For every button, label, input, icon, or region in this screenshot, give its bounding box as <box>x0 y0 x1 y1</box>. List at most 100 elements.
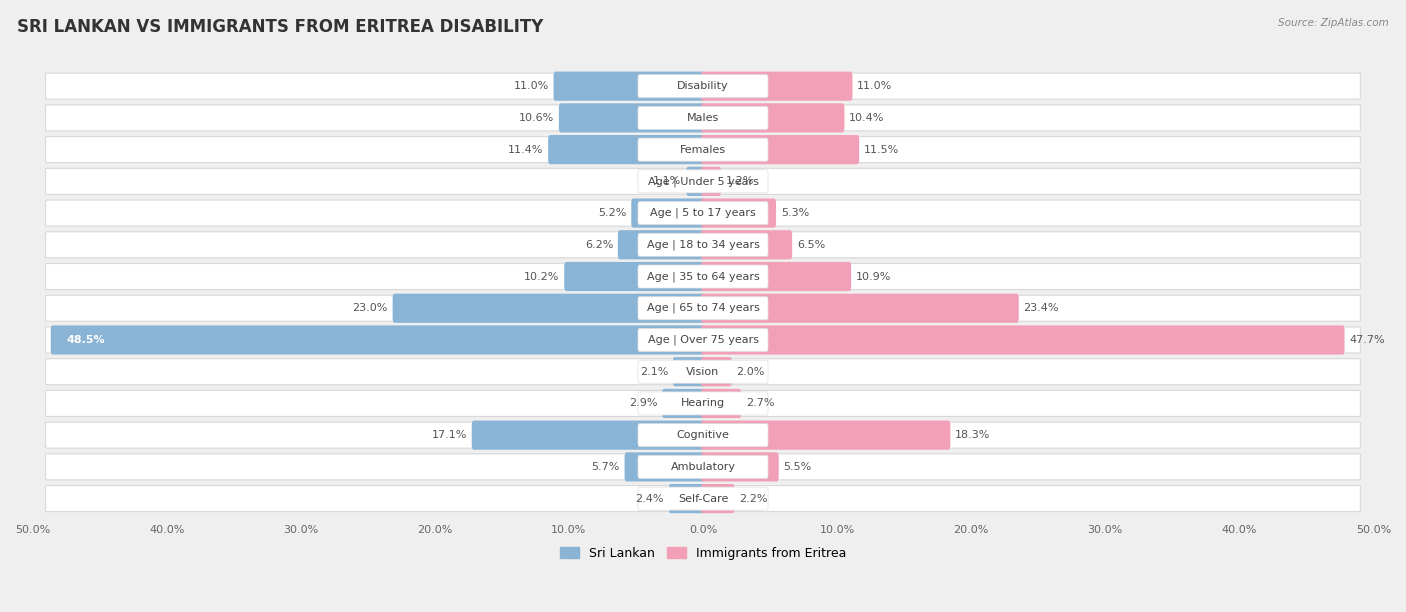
Text: Age | 5 to 17 years: Age | 5 to 17 years <box>650 208 756 218</box>
Text: 6.5%: 6.5% <box>797 240 825 250</box>
FancyBboxPatch shape <box>45 485 1361 512</box>
FancyBboxPatch shape <box>564 262 704 291</box>
FancyBboxPatch shape <box>472 420 704 450</box>
Text: Vision: Vision <box>686 367 720 377</box>
Text: Males: Males <box>688 113 718 123</box>
FancyBboxPatch shape <box>638 106 768 129</box>
FancyBboxPatch shape <box>392 294 704 323</box>
FancyBboxPatch shape <box>702 452 779 482</box>
FancyBboxPatch shape <box>45 105 1361 131</box>
FancyBboxPatch shape <box>702 72 852 101</box>
Text: Age | 65 to 74 years: Age | 65 to 74 years <box>647 303 759 313</box>
FancyBboxPatch shape <box>45 73 1361 99</box>
Text: Age | 18 to 34 years: Age | 18 to 34 years <box>647 239 759 250</box>
FancyBboxPatch shape <box>45 200 1361 226</box>
Text: 1.1%: 1.1% <box>654 176 682 186</box>
Text: 1.2%: 1.2% <box>725 176 754 186</box>
Text: 10.6%: 10.6% <box>519 113 554 123</box>
FancyBboxPatch shape <box>548 135 704 164</box>
Text: Source: ZipAtlas.com: Source: ZipAtlas.com <box>1278 18 1389 28</box>
FancyBboxPatch shape <box>702 420 950 450</box>
FancyBboxPatch shape <box>554 72 704 101</box>
FancyBboxPatch shape <box>673 357 704 386</box>
FancyBboxPatch shape <box>51 326 704 354</box>
FancyBboxPatch shape <box>45 168 1361 195</box>
FancyBboxPatch shape <box>669 484 704 513</box>
FancyBboxPatch shape <box>638 297 768 320</box>
FancyBboxPatch shape <box>702 103 845 132</box>
Text: 47.7%: 47.7% <box>1350 335 1385 345</box>
Text: 10.4%: 10.4% <box>849 113 884 123</box>
FancyBboxPatch shape <box>45 390 1361 416</box>
FancyBboxPatch shape <box>702 326 1344 354</box>
FancyBboxPatch shape <box>638 138 768 161</box>
Text: 11.4%: 11.4% <box>508 144 544 155</box>
FancyBboxPatch shape <box>638 487 768 510</box>
FancyBboxPatch shape <box>686 166 704 196</box>
Text: 2.9%: 2.9% <box>628 398 658 408</box>
Text: Age | Over 75 years: Age | Over 75 years <box>648 335 758 345</box>
FancyBboxPatch shape <box>702 262 851 291</box>
FancyBboxPatch shape <box>638 424 768 447</box>
Text: 5.5%: 5.5% <box>783 462 811 472</box>
Text: 10.9%: 10.9% <box>856 272 891 282</box>
FancyBboxPatch shape <box>631 198 704 228</box>
FancyBboxPatch shape <box>45 327 1361 353</box>
Text: 2.1%: 2.1% <box>640 367 668 377</box>
FancyBboxPatch shape <box>638 265 768 288</box>
Text: 23.0%: 23.0% <box>353 304 388 313</box>
FancyBboxPatch shape <box>702 166 721 196</box>
FancyBboxPatch shape <box>45 295 1361 321</box>
FancyBboxPatch shape <box>638 455 768 479</box>
Text: 11.0%: 11.0% <box>513 81 548 91</box>
FancyBboxPatch shape <box>45 454 1361 480</box>
Text: Self-Care: Self-Care <box>678 494 728 504</box>
FancyBboxPatch shape <box>45 264 1361 289</box>
FancyBboxPatch shape <box>662 389 704 418</box>
FancyBboxPatch shape <box>624 452 704 482</box>
Text: Ambulatory: Ambulatory <box>671 462 735 472</box>
Text: 5.3%: 5.3% <box>780 208 808 218</box>
FancyBboxPatch shape <box>638 201 768 225</box>
FancyBboxPatch shape <box>702 230 792 259</box>
FancyBboxPatch shape <box>638 329 768 351</box>
Text: SRI LANKAN VS IMMIGRANTS FROM ERITREA DISABILITY: SRI LANKAN VS IMMIGRANTS FROM ERITREA DI… <box>17 18 543 36</box>
Text: 10.2%: 10.2% <box>524 272 560 282</box>
Text: Disability: Disability <box>678 81 728 91</box>
FancyBboxPatch shape <box>638 360 768 383</box>
FancyBboxPatch shape <box>702 484 734 513</box>
Text: 5.7%: 5.7% <box>592 462 620 472</box>
Text: 2.4%: 2.4% <box>636 494 664 504</box>
FancyBboxPatch shape <box>702 357 733 386</box>
FancyBboxPatch shape <box>617 230 704 259</box>
FancyBboxPatch shape <box>638 170 768 193</box>
FancyBboxPatch shape <box>702 198 776 228</box>
Text: 48.5%: 48.5% <box>66 335 105 345</box>
FancyBboxPatch shape <box>558 103 704 132</box>
Text: 6.2%: 6.2% <box>585 240 613 250</box>
Text: 2.7%: 2.7% <box>747 398 775 408</box>
Text: 5.2%: 5.2% <box>598 208 627 218</box>
FancyBboxPatch shape <box>638 75 768 98</box>
Text: 23.4%: 23.4% <box>1024 304 1059 313</box>
Legend: Sri Lankan, Immigrants from Eritrea: Sri Lankan, Immigrants from Eritrea <box>555 542 851 565</box>
FancyBboxPatch shape <box>702 389 741 418</box>
Text: 2.0%: 2.0% <box>737 367 765 377</box>
FancyBboxPatch shape <box>45 232 1361 258</box>
Text: Hearing: Hearing <box>681 398 725 408</box>
Text: Age | 35 to 64 years: Age | 35 to 64 years <box>647 271 759 282</box>
FancyBboxPatch shape <box>45 422 1361 448</box>
Text: 11.0%: 11.0% <box>858 81 893 91</box>
FancyBboxPatch shape <box>638 233 768 256</box>
Text: 2.2%: 2.2% <box>740 494 768 504</box>
Text: Females: Females <box>681 144 725 155</box>
FancyBboxPatch shape <box>45 136 1361 163</box>
FancyBboxPatch shape <box>638 392 768 415</box>
Text: Cognitive: Cognitive <box>676 430 730 440</box>
FancyBboxPatch shape <box>45 359 1361 385</box>
Text: 17.1%: 17.1% <box>432 430 467 440</box>
Text: 11.5%: 11.5% <box>863 144 900 155</box>
FancyBboxPatch shape <box>702 135 859 164</box>
FancyBboxPatch shape <box>702 294 1019 323</box>
Text: 18.3%: 18.3% <box>955 430 990 440</box>
